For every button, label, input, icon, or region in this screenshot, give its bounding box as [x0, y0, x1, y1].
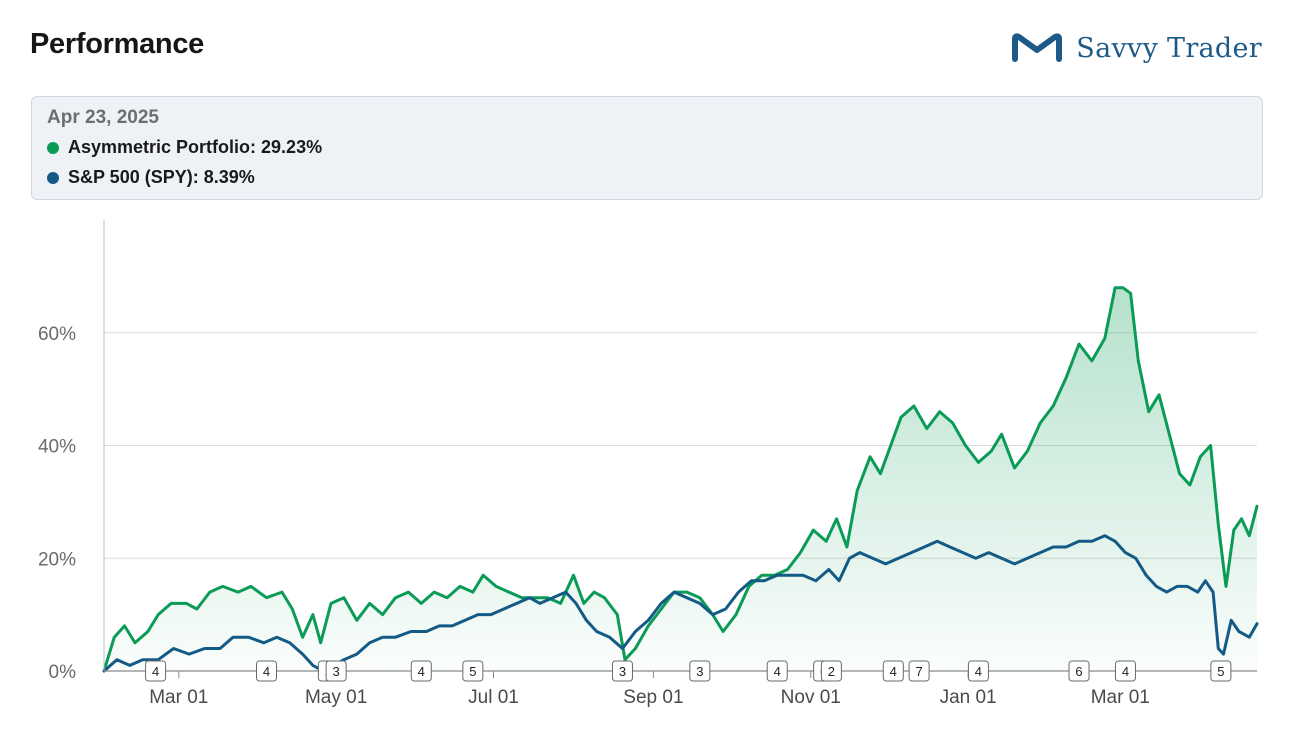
- brand-name: Savvy Trader: [1076, 32, 1262, 64]
- event-marker-box: [908, 660, 930, 682]
- event-marker-label: 4: [418, 664, 425, 679]
- event-marker-label: 3: [696, 664, 703, 679]
- brand-logo[interactable]: Savvy Trader: [1010, 28, 1262, 68]
- event-marker-label: 6: [1075, 664, 1082, 679]
- x-tick-label: Mar 01: [1091, 687, 1150, 708]
- event-marker-label: 5: [469, 664, 476, 679]
- x-tick-label: Jul 01: [468, 687, 519, 708]
- event-marker[interactable]: 4: [766, 660, 788, 682]
- event-marker-label: 4: [263, 664, 270, 679]
- event-marker-box: [1068, 660, 1090, 682]
- event-marker[interactable]: 3: [325, 660, 347, 682]
- portfolio-dot-icon: [47, 141, 59, 154]
- tooltip-benchmark-label: S&P 500 (SPY): 8.39%: [68, 167, 255, 187]
- tooltip-row-portfolio: Asymmetric Portfolio: 29.23%: [47, 137, 1247, 158]
- x-tick-label: Mar 01: [149, 687, 208, 708]
- event-marker-label: 4: [774, 664, 781, 679]
- event-marker-box: [410, 660, 432, 682]
- event-markers[interactable]: 44234533462474645: [145, 660, 1232, 682]
- chart-tooltip: Apr 23, 2025 Asymmetric Portfolio: 29.23…: [31, 96, 1263, 200]
- event-marker-box: [611, 660, 633, 682]
- event-marker-box: [766, 660, 788, 682]
- savvy-trader-logo-icon: [1012, 33, 1063, 62]
- event-marker[interactable]: 4: [967, 660, 989, 682]
- x-tick-label: Sep 01: [623, 687, 683, 708]
- series-area-0: [104, 287, 1257, 671]
- event-marker-box: [1114, 660, 1136, 682]
- tooltip-row-benchmark: S&P 500 (SPY): 8.39%: [47, 167, 1247, 188]
- event-marker-box: [256, 660, 278, 682]
- event-marker-box: [325, 660, 347, 682]
- y-tick-label: 20%: [38, 549, 76, 570]
- event-marker-label: 7: [915, 664, 922, 679]
- x-tick-label: Jan 01: [940, 687, 997, 708]
- event-marker[interactable]: 5: [462, 660, 484, 682]
- event-marker-box: [882, 660, 904, 682]
- event-marker[interactable]: 4: [256, 660, 278, 682]
- y-tick-label: 60%: [38, 324, 76, 345]
- event-marker[interactable]: 3: [611, 660, 633, 682]
- event-marker-label: 4: [152, 664, 159, 679]
- event-marker[interactable]: 4: [145, 660, 167, 682]
- event-marker-label: 4: [975, 664, 982, 679]
- event-marker-label: 4: [1122, 664, 1129, 679]
- page-title: Performance: [30, 28, 204, 60]
- benchmark-dot-icon: [47, 171, 59, 184]
- event-marker-box: [462, 660, 484, 682]
- event-marker-label: 4: [890, 664, 897, 679]
- y-tick-label: 0%: [49, 662, 77, 683]
- event-marker[interactable]: 7: [908, 660, 930, 682]
- event-marker[interactable]: 2: [820, 660, 842, 682]
- event-marker[interactable]: 5: [1210, 660, 1232, 682]
- event-marker-label: 3: [333, 664, 340, 679]
- event-marker[interactable]: 4: [1114, 660, 1136, 682]
- event-marker-box: [145, 660, 167, 682]
- event-marker[interactable]: 3: [689, 660, 711, 682]
- event-marker-label: 5: [1217, 664, 1224, 679]
- axes: 0% 20% 40% 60% Mar 01 May 01 Jul 01 Sep 01 Nov 0…: [38, 220, 1257, 708]
- tooltip-portfolio-label: Asymmetric Portfolio: 29.23%: [68, 137, 323, 157]
- event-marker-box: [689, 660, 711, 682]
- event-marker[interactable]: 4: [882, 660, 904, 682]
- event-marker[interactable]: 4: [410, 660, 432, 682]
- event-marker-box: [967, 660, 989, 682]
- x-tick-label: Nov 01: [781, 687, 841, 708]
- event-marker-label: 2: [828, 664, 835, 679]
- event-marker[interactable]: 6: [1068, 660, 1090, 682]
- event-marker-box: [1210, 660, 1232, 682]
- series-line-0: [102, 286, 1259, 673]
- area-fill: [104, 287, 1257, 671]
- tooltip-date: Apr 23, 2025: [47, 107, 159, 128]
- y-tick-label: 40%: [38, 437, 76, 458]
- event-marker-box: [820, 660, 842, 682]
- event-marker-label: 3: [619, 664, 626, 679]
- x-tick-label: May 01: [305, 687, 367, 708]
